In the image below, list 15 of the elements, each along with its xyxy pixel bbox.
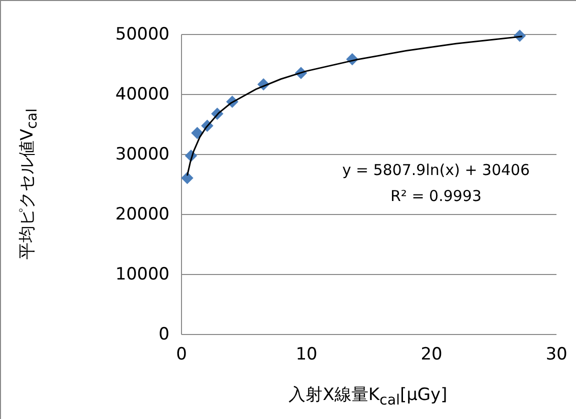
y-tick-label: 0 xyxy=(158,324,170,344)
point xyxy=(181,172,194,184)
y-tick-label: 30000 xyxy=(115,144,170,164)
x-tick-label: 0 xyxy=(176,344,187,364)
annotation: y = 5807.9ln(x) + 30406 xyxy=(342,161,530,179)
y-tick-label: 40000 xyxy=(115,84,170,104)
x-tick-label: 10 xyxy=(296,344,318,364)
annotation: R² = 0.9993 xyxy=(390,187,482,205)
x-tick-label: 30 xyxy=(546,344,568,364)
y-tick-label: 50000 xyxy=(115,24,170,44)
x-axis-title: 入射X線量K$_{cal}$[μGy] xyxy=(288,384,448,408)
x-tick-label: 20 xyxy=(420,344,442,364)
y-tick-label: 20000 xyxy=(115,204,170,224)
y-tick-label: 10000 xyxy=(115,264,170,284)
point xyxy=(191,126,204,140)
